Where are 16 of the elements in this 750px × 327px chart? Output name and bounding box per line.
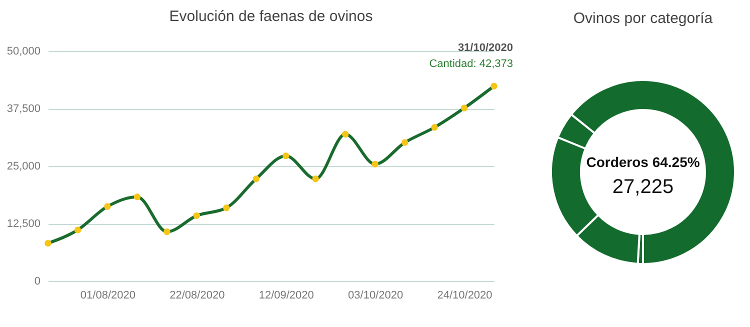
y-tick-label: 25,000: [6, 160, 40, 172]
annotation: 31/10/2020: [458, 42, 513, 54]
x-tick-label: 22/08/2020: [170, 290, 225, 302]
slice-label: Corderos 64.25%: [586, 154, 700, 170]
x-tick-label: 03/10/2020: [348, 290, 404, 302]
chart-title: Ovinos por categoría: [573, 10, 714, 27]
x-tick-label: 12/09/2020: [258, 290, 314, 302]
text: 27,225: [612, 176, 674, 198]
x-tick-label: 01/08/2020: [80, 290, 136, 302]
chart-title: Evolución de faenas de ovinos: [169, 8, 373, 25]
y-tick-label: 0: [34, 276, 40, 288]
y-tick-label: 12,500: [6, 218, 40, 230]
annotation: Cantidad: 42,373: [429, 58, 513, 70]
y-tick-label: 37,500: [6, 103, 40, 115]
y-tick-label: 50,000: [6, 46, 40, 58]
x-tick-label: 24/10/2020: [437, 290, 492, 302]
